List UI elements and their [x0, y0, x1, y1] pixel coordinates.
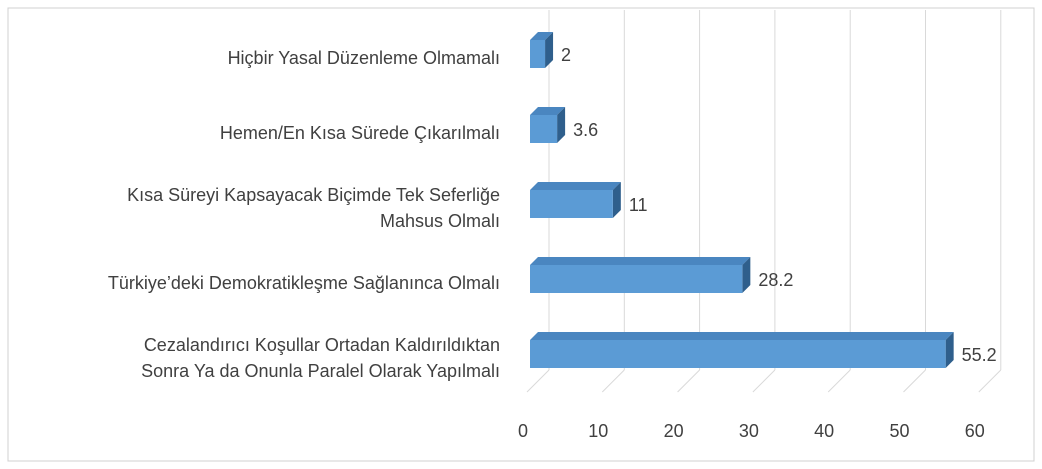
category-label: Cezalandırıcı Koşullar Ortadan Kaldırıld… [141, 335, 500, 381]
x-tick-label: 20 [664, 421, 684, 441]
bar-side [742, 257, 751, 293]
bar-side [545, 32, 554, 68]
floor-line [903, 369, 926, 393]
x-tick-label: 10 [588, 421, 608, 441]
value-label: 28.2 [758, 270, 793, 290]
bar-top [530, 32, 554, 40]
value-label: 2 [561, 45, 571, 65]
bar [530, 32, 554, 68]
bar-front [530, 115, 558, 143]
category-label: Hiçbir Yasal Düzenleme Olmamalı [227, 48, 500, 68]
bar-side [945, 332, 954, 368]
value-label: 11 [629, 195, 648, 215]
bar-top [530, 332, 954, 340]
value-label: 3.6 [573, 120, 598, 140]
bar-front [530, 265, 743, 293]
floor-line [978, 369, 1002, 393]
floor-line [601, 369, 625, 393]
x-tick-label: 60 [965, 421, 985, 441]
value-label: 55.2 [962, 345, 997, 365]
x-tick-label: 50 [889, 421, 909, 441]
bar-top [530, 257, 751, 265]
x-tick-label: 40 [814, 421, 834, 441]
category-label: Kısa Süreyi Kapsayacak Biçimde Tek Sefer… [127, 185, 500, 231]
bar-front [530, 190, 613, 218]
bar-front [530, 40, 546, 68]
category-label: Hemen/En Kısa Sürede Çıkarılmalı [219, 123, 500, 143]
bar-top [530, 107, 566, 115]
chart-border [7, 7, 1035, 462]
bar-top [530, 182, 621, 190]
bar [530, 257, 751, 293]
x-tick-label: 30 [739, 421, 759, 441]
bar-side [612, 182, 621, 218]
x-tick-label: 0 [518, 421, 528, 441]
bar [530, 332, 954, 368]
floor-line [752, 369, 776, 393]
bar [530, 182, 621, 218]
bar [530, 107, 566, 143]
floor-line [526, 369, 550, 393]
category-label: Türkiye’deki Demokratikleşme Sağlanınca … [107, 273, 500, 293]
floor-line [677, 369, 700, 393]
floor-line [827, 369, 851, 393]
bar-side [557, 107, 566, 143]
bar-front [530, 340, 946, 368]
